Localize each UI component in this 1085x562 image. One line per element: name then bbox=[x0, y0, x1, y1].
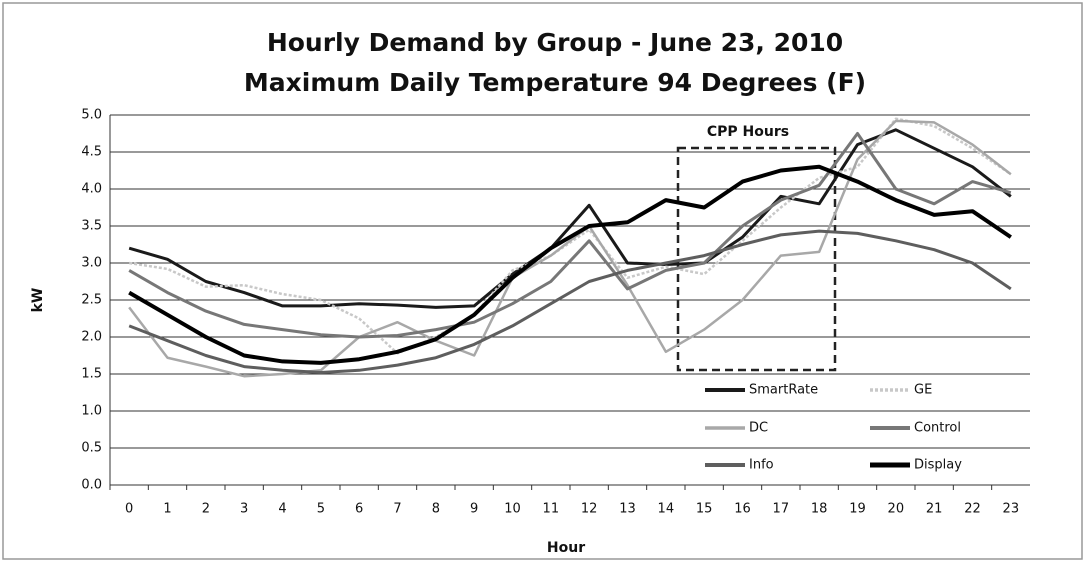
x-tick-label: 0 bbox=[125, 502, 133, 517]
series-line bbox=[128, 128, 1012, 309]
x-tick-label: 16 bbox=[734, 502, 751, 517]
x-tick-label: 10 bbox=[504, 502, 521, 517]
legend-text: DC bbox=[749, 421, 768, 436]
annotation: CPP Hours bbox=[707, 124, 789, 140]
x-tick-label: 6 bbox=[355, 502, 363, 517]
y-tick-label: 1.0 bbox=[81, 404, 102, 419]
x-tick-label: 7 bbox=[393, 502, 401, 517]
legend-text: GE bbox=[914, 383, 932, 398]
x-tick-label: 8 bbox=[432, 502, 440, 517]
chart-subtitle: Maximum Daily Temperature 94 Degrees (F) bbox=[244, 68, 866, 97]
x-tick-label: 17 bbox=[773, 502, 790, 517]
x-tick-label: 21 bbox=[926, 502, 943, 517]
y-tick-label: 1.5 bbox=[81, 367, 102, 382]
x-tick-label: 1 bbox=[163, 502, 171, 517]
x-tick-label: 19 bbox=[849, 502, 866, 517]
y-tick-label: 5.0 bbox=[81, 108, 102, 123]
x-tick-label: 14 bbox=[658, 502, 675, 517]
x-axis-title: Hour bbox=[547, 540, 585, 556]
legend-text: Info bbox=[749, 458, 774, 473]
x-tick-label: 23 bbox=[1003, 502, 1020, 517]
y-tick-label: 4.5 bbox=[81, 145, 102, 160]
series-line bbox=[128, 229, 1012, 375]
series-line bbox=[128, 132, 1012, 339]
legend-text: Control bbox=[914, 421, 961, 436]
series-line bbox=[128, 119, 1012, 378]
y-tick-label: 3.0 bbox=[81, 256, 102, 271]
cpp-box bbox=[676, 146, 837, 372]
x-tick-label: 20 bbox=[888, 502, 905, 517]
y-tick-label: 2.0 bbox=[81, 330, 102, 345]
x-tick-label: 9 bbox=[470, 502, 478, 517]
y-tick-label: 4.0 bbox=[81, 182, 102, 197]
legend-text: SmartRate bbox=[749, 383, 818, 398]
y-tick-label: 0.5 bbox=[81, 441, 102, 456]
series-line bbox=[128, 164, 1012, 365]
x-tick-label: 11 bbox=[543, 502, 560, 517]
x-tick-label: 12 bbox=[581, 502, 598, 517]
y-axis-title: kW bbox=[30, 288, 46, 313]
legend-text: Display bbox=[914, 458, 962, 473]
x-tick-label: 13 bbox=[619, 502, 636, 517]
x-tick-label: 2 bbox=[202, 502, 210, 517]
series-line bbox=[128, 117, 1012, 355]
y-tick-label: 3.5 bbox=[81, 219, 102, 234]
x-tick-label: 5 bbox=[317, 502, 325, 517]
x-tick-label: 18 bbox=[811, 502, 828, 517]
y-tick-label: 0.0 bbox=[81, 478, 102, 493]
x-tick-label: 15 bbox=[696, 502, 713, 517]
x-tick-label: 22 bbox=[964, 502, 981, 517]
chart-title: Hourly Demand by Group - June 23, 2010 bbox=[267, 28, 843, 57]
y-tick-label: 2.5 bbox=[81, 293, 102, 308]
x-tick-label: 3 bbox=[240, 502, 248, 517]
x-tick-label: 4 bbox=[278, 502, 286, 517]
